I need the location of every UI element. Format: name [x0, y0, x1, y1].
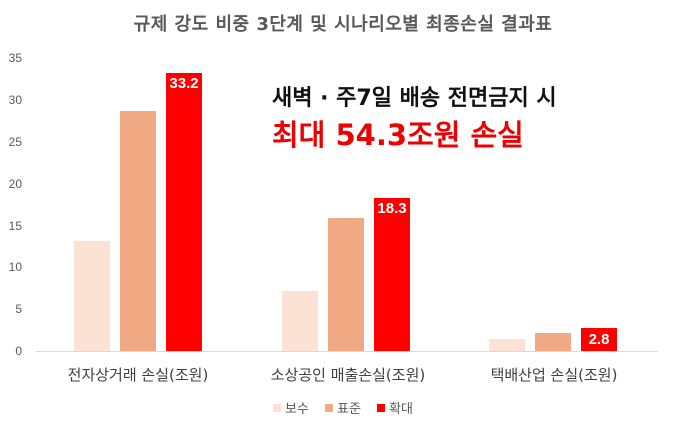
bar-conservative [74, 241, 110, 351]
legend-swatch-icon [377, 403, 386, 412]
bar-conservative [282, 291, 318, 351]
legend-swatch-icon [272, 403, 281, 412]
legend-swatch-icon [325, 403, 334, 412]
annotation-line1: 새벽 · 주7일 배송 전면금지 시 [272, 86, 557, 111]
y-tick: 5 [15, 302, 22, 316]
category-label: 소상공인 매출손실(조원) [270, 366, 426, 384]
bar-expanded: 33.2 [166, 73, 202, 351]
chart-title: 규제 강도 비중 3단계 및 시나리오별 최종손실 결과표 [133, 14, 553, 35]
data-label: 33.2 [169, 75, 199, 92]
bar-expanded: 18.3 [374, 198, 410, 351]
y-tick: 20 [8, 177, 22, 191]
y-tick: 35 [8, 51, 22, 65]
bar-expanded: 2.8 [581, 328, 617, 351]
bar-standard [328, 218, 364, 351]
legend-item-expanded: 확대 [377, 398, 413, 417]
bar-conservative [489, 339, 525, 351]
data-label: 18.3 [377, 200, 407, 217]
y-tick: 15 [8, 219, 22, 233]
legend-item-standard: 표준 [325, 398, 361, 417]
annotation-line2: 최대 54.3조원 손실 [272, 118, 524, 152]
bar-standard [535, 333, 571, 351]
data-label: 2.8 [588, 331, 610, 348]
y-tick: 10 [8, 260, 22, 274]
x-axis-line [36, 351, 658, 352]
y-tick: 30 [8, 93, 22, 107]
bar-standard [120, 111, 156, 351]
category-label: 전자상거래 손실(조원) [67, 366, 209, 384]
y-tick: 25 [8, 135, 22, 149]
y-tick: 0 [15, 344, 22, 358]
legend: 보수 표준 확대 [0, 398, 686, 417]
legend-item-conservative: 보수 [272, 398, 309, 417]
category-label: 택배산업 손실(조원) [490, 366, 618, 384]
